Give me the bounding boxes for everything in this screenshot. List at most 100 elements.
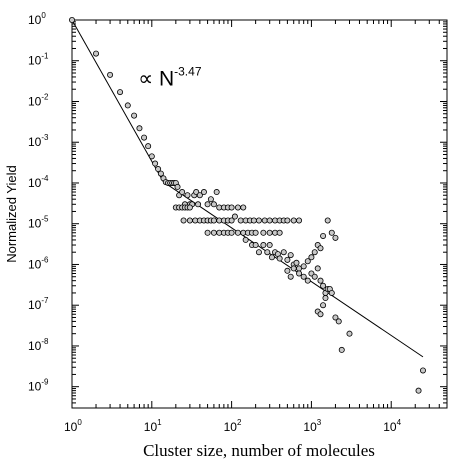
data-point	[346, 330, 353, 337]
data-point	[136, 125, 143, 132]
x-tick-labels: 100 101 102 103 104	[64, 418, 402, 434]
data-point	[266, 229, 273, 236]
data-point	[284, 217, 291, 224]
data-point	[174, 183, 181, 190]
x-axis-label: Cluster size, number of molecules	[143, 441, 375, 460]
data-point	[228, 204, 235, 211]
data-point	[210, 201, 217, 208]
data-point	[287, 273, 294, 280]
data-point	[204, 229, 211, 236]
data-point	[276, 229, 283, 236]
y-tick-labels: 100 10-1 10-2 10-3 10-4 10-5 10-6 10-7 10-8 10-9	[28, 11, 49, 394]
data-point	[324, 217, 331, 224]
data-point	[255, 217, 262, 224]
data-point	[237, 217, 244, 224]
data-point	[314, 265, 321, 272]
x-tick-label: 100	[64, 418, 82, 434]
y-tick-label: 10-7	[28, 296, 49, 312]
annotations: ∝ N-3.47∝ N-1.31	[138, 64, 202, 90]
data-point	[419, 367, 426, 374]
fit-lines	[71, 19, 424, 358]
data-point	[179, 189, 186, 196]
data-point	[252, 242, 259, 249]
tick-marks	[71, 19, 448, 409]
data-point	[231, 213, 238, 220]
data-point	[296, 217, 303, 224]
plot-frame	[71, 19, 448, 409]
data-point	[213, 189, 220, 196]
y-tick-label: 10-2	[28, 92, 49, 108]
data-point	[148, 153, 155, 160]
data-point	[234, 229, 241, 236]
data-point	[260, 229, 267, 236]
y-tick-label: 10-4	[28, 174, 49, 190]
data-point	[338, 346, 345, 353]
x-tick-label: 103	[303, 418, 321, 434]
data-point	[284, 267, 291, 274]
data-point	[300, 273, 307, 280]
data-point	[284, 256, 291, 263]
data-point	[268, 254, 275, 261]
y-axis-label: Normalized Yield	[4, 165, 19, 263]
data-point	[320, 282, 327, 289]
x-tick-label: 102	[224, 418, 242, 434]
data-point	[311, 249, 318, 256]
data-point	[317, 245, 324, 252]
data-point	[320, 302, 327, 309]
data-point	[255, 249, 262, 256]
data-point	[240, 204, 247, 211]
data-point	[290, 265, 297, 272]
data-point	[260, 242, 267, 249]
data-point	[304, 277, 311, 284]
x-tick-label: 104	[383, 418, 401, 434]
data-point	[200, 189, 207, 196]
data-point	[145, 143, 152, 150]
y-tick-label: 10-8	[28, 337, 49, 353]
data-point	[308, 254, 315, 261]
data-point	[280, 249, 287, 256]
data-point	[287, 252, 294, 259]
fit-line	[71, 19, 164, 183]
data-point	[290, 217, 297, 224]
y-tick-label: 10-1	[28, 52, 49, 68]
data-point	[155, 166, 162, 173]
y-tick-label: 10-6	[28, 255, 49, 271]
data-point	[332, 314, 339, 321]
data-point	[328, 289, 335, 296]
data-point	[186, 204, 193, 211]
data-point	[335, 318, 342, 325]
data-point	[207, 196, 214, 203]
data-point	[300, 263, 307, 270]
data-point	[276, 255, 283, 262]
data-point	[152, 160, 159, 167]
y-tick-label: 10-9	[28, 378, 49, 394]
data-point	[250, 217, 257, 224]
data-point	[234, 204, 241, 211]
data-point	[204, 201, 211, 208]
data-point	[311, 273, 318, 280]
y-tick-label: 10-3	[28, 133, 49, 149]
data-point	[107, 71, 114, 78]
data-point	[195, 201, 202, 208]
data-point	[131, 112, 138, 119]
data-point	[266, 242, 273, 249]
data-point	[180, 217, 187, 224]
y-tick-label: 100	[28, 11, 46, 27]
data-point	[196, 192, 203, 199]
x-tick-label: 101	[144, 418, 162, 434]
data-point	[261, 217, 268, 224]
data-point	[304, 258, 311, 265]
data-point	[293, 259, 300, 266]
data-point	[415, 387, 422, 394]
data-point	[317, 311, 324, 318]
data-point	[320, 232, 327, 239]
y-tick-label: 10-5	[28, 215, 49, 231]
data-point	[322, 295, 329, 302]
data-point	[328, 229, 335, 236]
data-point	[228, 217, 235, 224]
power-law-annotation: ∝ N-3.47	[138, 64, 202, 90]
data-point	[266, 217, 273, 224]
data-point	[157, 170, 164, 177]
data-point	[193, 189, 200, 196]
